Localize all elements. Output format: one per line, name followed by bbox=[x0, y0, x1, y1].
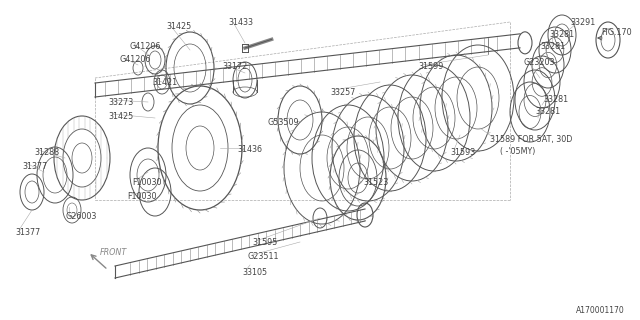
Text: 33281: 33281 bbox=[543, 95, 568, 104]
Text: ( -'05MY): ( -'05MY) bbox=[500, 147, 536, 156]
Text: G53509: G53509 bbox=[268, 118, 300, 127]
Text: 33281: 33281 bbox=[535, 107, 560, 116]
Text: G23511: G23511 bbox=[248, 252, 280, 261]
Text: 31425: 31425 bbox=[166, 22, 191, 31]
Text: 33172: 33172 bbox=[222, 62, 247, 71]
Text: 31595: 31595 bbox=[252, 238, 277, 247]
Text: 33105: 33105 bbox=[242, 268, 267, 277]
Text: 31288: 31288 bbox=[34, 148, 59, 157]
Text: 33291: 33291 bbox=[570, 18, 595, 27]
Text: 31589 FOR 5AT, 30D: 31589 FOR 5AT, 30D bbox=[490, 135, 572, 144]
Text: 31523: 31523 bbox=[363, 178, 388, 187]
Text: A170001170: A170001170 bbox=[576, 306, 625, 315]
Text: 33281: 33281 bbox=[549, 30, 574, 39]
Text: G26003: G26003 bbox=[65, 212, 97, 221]
Text: G23203: G23203 bbox=[523, 58, 554, 67]
Text: G41206: G41206 bbox=[130, 42, 161, 51]
Text: 31436: 31436 bbox=[237, 145, 262, 154]
Text: 31433: 31433 bbox=[228, 18, 253, 27]
Text: 31377: 31377 bbox=[15, 228, 40, 237]
Text: 31421: 31421 bbox=[152, 78, 177, 87]
Text: 31593: 31593 bbox=[450, 148, 476, 157]
Text: 31377: 31377 bbox=[22, 162, 47, 171]
Text: FRONT: FRONT bbox=[100, 248, 127, 257]
Text: 33281: 33281 bbox=[540, 42, 565, 51]
Text: F10030: F10030 bbox=[127, 192, 157, 201]
Text: FIG.170: FIG.170 bbox=[601, 28, 632, 37]
Text: 31425: 31425 bbox=[108, 112, 133, 121]
Text: G41206: G41206 bbox=[120, 55, 152, 64]
Text: 33273: 33273 bbox=[108, 98, 133, 107]
Text: F10030: F10030 bbox=[132, 178, 161, 187]
Text: 31599: 31599 bbox=[418, 62, 444, 71]
Text: 33257: 33257 bbox=[330, 88, 355, 97]
